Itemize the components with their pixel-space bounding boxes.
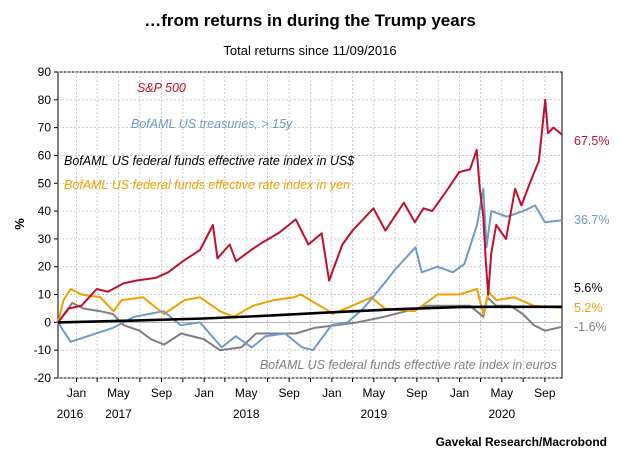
axis-layer: -20 -10 0 10 20 30 40 50 60 70 80 90 Jan May Sep Jan May… (34, 65, 556, 421)
series-end-label: 5.6% (574, 281, 603, 295)
y-tick-label: 90 (38, 65, 52, 79)
x-tick-label: May (491, 386, 514, 400)
y-tick-label: 40 (38, 204, 52, 218)
x-tick-label: Jan (322, 386, 341, 400)
y-tick-label: -20 (34, 371, 52, 385)
series-line (57, 98, 563, 324)
x-year-label: 2016 (57, 407, 84, 421)
series-name-label: BofAML US federal funds effective rate i… (260, 358, 557, 372)
series-line (57, 305, 562, 324)
x-tick-label: Sep (406, 386, 428, 400)
y-tick-label: 70 (38, 121, 52, 135)
y-axis-label: % (12, 218, 27, 230)
x-year-label: 2019 (360, 407, 387, 421)
chart-subtitle: Total returns since 11/09/2016 (223, 43, 396, 58)
x-tick-label: Sep (534, 386, 556, 400)
x-tick-label: May (235, 386, 258, 400)
label-layer: S&P 500 BofAML US treasuries, > 15y BofAML… (64, 81, 609, 372)
series-layer (57, 98, 563, 352)
chart-source: Gavekal Research/Macrobond (436, 435, 607, 449)
series-name-label: BofAML US treasuries, > 15y (131, 117, 293, 131)
series-name-label: S&P 500 (137, 81, 186, 95)
y-tick-label: 50 (38, 176, 52, 190)
series-end-label: 5.2% (574, 301, 603, 315)
x-tick-label: Jan (450, 386, 469, 400)
y-tick-label: -10 (34, 343, 52, 357)
series-end-label: 67.5% (574, 134, 609, 148)
series-end-label: 36.7% (574, 213, 609, 227)
series-end-label: -1.6% (574, 320, 607, 334)
y-tick-label: 20 (38, 260, 52, 274)
y-tick-label: 0 (44, 315, 51, 329)
x-tick-label: May (107, 386, 130, 400)
x-tick-label: Sep (151, 386, 173, 400)
y-tick-label: 80 (38, 93, 52, 107)
series-line (57, 288, 563, 323)
x-tick-label: Jan (67, 386, 86, 400)
series-line (57, 296, 563, 352)
y-tick-label: 10 (38, 288, 52, 302)
x-tick-label: May (362, 386, 385, 400)
x-year-label: 2018 (233, 407, 260, 421)
x-tick-label: Jan (195, 386, 214, 400)
y-tick-label: 60 (38, 148, 52, 162)
y-tick-label: 30 (38, 232, 52, 246)
series-name-label: BofAML US federal funds effective rate i… (64, 178, 350, 192)
x-tick-label: Sep (279, 386, 301, 400)
x-year-label: 2017 (105, 407, 132, 421)
series-name-label: BofAML US federal funds effective rate i… (64, 154, 355, 168)
x-year-label: 2020 (488, 407, 515, 421)
chart-title: …from returns in during the Trump years (144, 11, 476, 30)
